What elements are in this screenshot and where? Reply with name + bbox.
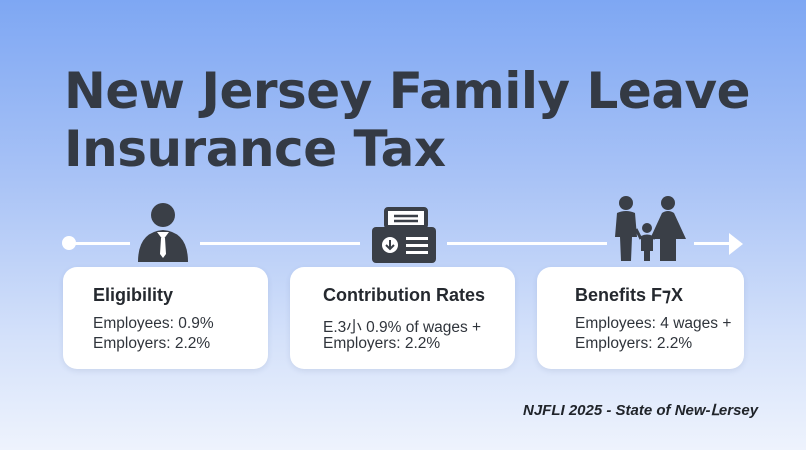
family-icon bbox=[615, 196, 686, 261]
person-icon bbox=[138, 203, 188, 262]
timeline-line bbox=[447, 242, 607, 245]
card-line: E.3小 0.9% of wages + bbox=[323, 319, 482, 336]
timeline bbox=[0, 196, 806, 280]
card-line: Employers: 2.2% bbox=[323, 335, 441, 352]
benefits-card: Benefits F⁊X Employees: 4 wages + Employ… bbox=[537, 267, 744, 369]
card-line: Employers: 2.2% bbox=[93, 335, 211, 352]
card-heading: Contribution Rates bbox=[323, 285, 485, 305]
card-line: Employees: 0.9% bbox=[93, 315, 214, 332]
timeline-line bbox=[70, 242, 130, 245]
eligibility-card: Eligibility Employees: 0.9% Employers: 2… bbox=[63, 267, 268, 369]
timeline-line bbox=[694, 242, 732, 245]
timeline-start-dot bbox=[62, 236, 76, 250]
page-title: New Jersey Family Leave Insurance Tax bbox=[64, 62, 751, 178]
timeline-line bbox=[200, 242, 360, 245]
timeline-arrow-icon bbox=[729, 233, 743, 255]
title-line-1: New Jersey Family Leave bbox=[64, 62, 751, 120]
card-heading: Eligibility bbox=[93, 285, 174, 305]
footer-caption: NJFLI 2025 - State of New-Ⅼersey bbox=[523, 402, 759, 419]
card-line: Employees: 4 wages + bbox=[575, 315, 732, 332]
card-heading: Benefits F⁊X bbox=[575, 285, 683, 305]
contribution-rates-card: Contribution Rates E.3小 0.9% of wages + … bbox=[290, 267, 515, 369]
calculator-icon bbox=[372, 207, 436, 263]
title-line-2: Insurance Tax bbox=[64, 120, 446, 178]
card-line: Employers: 2.2% bbox=[575, 335, 693, 352]
